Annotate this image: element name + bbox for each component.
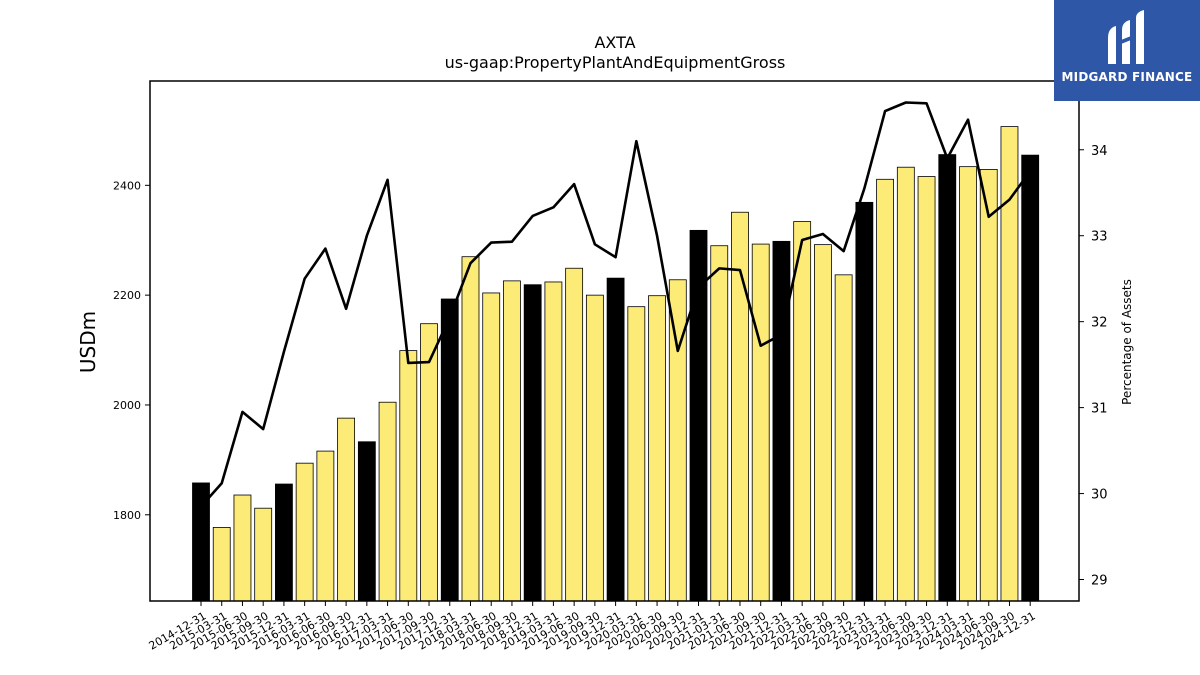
x-axis: 2014-12-312015-03-312015-06-302015-09-30… (147, 601, 1038, 653)
y2-tick-label: 30 (1091, 488, 1108, 503)
bar-2021-12-31 (772, 240, 791, 602)
percentage-line (200, 101, 1032, 508)
bar-2017-12-31 (440, 298, 459, 602)
y2-tick-label: 31 (1091, 402, 1108, 417)
bar-2020-03-31 (627, 306, 646, 602)
bar-2023-09-30 (917, 176, 936, 602)
y2-axis-label: Percentage of Assets (1120, 279, 1134, 405)
bar-2016-12-31 (357, 441, 376, 602)
y-axis-label: USDm (76, 311, 100, 373)
y-tick-label: 1800 (113, 509, 141, 522)
plot-frame (149, 80, 1080, 602)
bar-2016-03-31 (295, 462, 314, 602)
bar-2022-06-30 (814, 244, 832, 602)
bar-2017-06-30 (399, 350, 418, 602)
bar-2022-12-31 (855, 201, 874, 602)
bar-2017-03-31 (378, 401, 397, 602)
y2-tick-label: 32 (1091, 316, 1108, 331)
bar-2018-09-30 (503, 280, 521, 602)
bar-2015-03-31 (212, 527, 231, 602)
bar-2023-03-31 (876, 178, 894, 602)
bar-2018-03-31 (461, 256, 480, 602)
y-tick-label: 2000 (113, 399, 141, 412)
y2-tick-label: 33 (1091, 230, 1108, 245)
bar-2015-09-30 (254, 507, 273, 602)
bar-2019-03-31 (544, 281, 563, 602)
bar-2023-12-31 (938, 154, 957, 602)
bar-2019-06-30 (565, 267, 584, 602)
bar-2020-06-30 (648, 295, 666, 602)
bar-2015-12-31 (275, 483, 293, 602)
bar-2022-03-31 (793, 221, 812, 602)
midgard-logo-icon (1108, 10, 1144, 64)
bar-2024-12-31 (1021, 154, 1040, 602)
y2-tick-label: 29 (1091, 574, 1108, 589)
chart-subtitle: us-gaap:PropertyPlantAndEquipmentGross (445, 53, 786, 72)
bar-2022-09-30 (834, 274, 853, 602)
bar-2016-06-30 (316, 450, 335, 602)
bar-2024-06-30 (979, 169, 998, 602)
bar-2020-09-30 (668, 279, 687, 602)
bar-2024-03-31 (959, 166, 977, 602)
bar-2023-06-30 (896, 166, 915, 602)
logo-text: MIDGARD FINANCE (1061, 70, 1193, 84)
brand-logo: MIDGARD FINANCE (1054, 0, 1200, 101)
bar-2017-09-30 (420, 323, 438, 602)
line-group (200, 101, 1032, 508)
bar-2021-09-30 (751, 243, 770, 602)
bar-2019-09-30 (585, 294, 604, 602)
y2-axis: 29 30 31 32 33 34 (1079, 144, 1108, 589)
bar-2021-03-31 (710, 245, 729, 602)
bar-2018-06-30 (482, 292, 501, 602)
bar-2015-06-30 (233, 494, 252, 602)
y2-tick-label: 34 (1091, 144, 1108, 159)
y-tick-label: 2200 (113, 289, 141, 302)
bar-2018-12-31 (523, 284, 542, 602)
bar-2019-12-31 (606, 277, 625, 602)
bar-2016-09-30 (337, 417, 356, 602)
y-axis: 1800 2000 2200 2400 (113, 179, 150, 522)
bars-group (192, 126, 1040, 602)
chart-title: AXTA (594, 33, 635, 52)
y-tick-label: 2400 (113, 179, 141, 192)
